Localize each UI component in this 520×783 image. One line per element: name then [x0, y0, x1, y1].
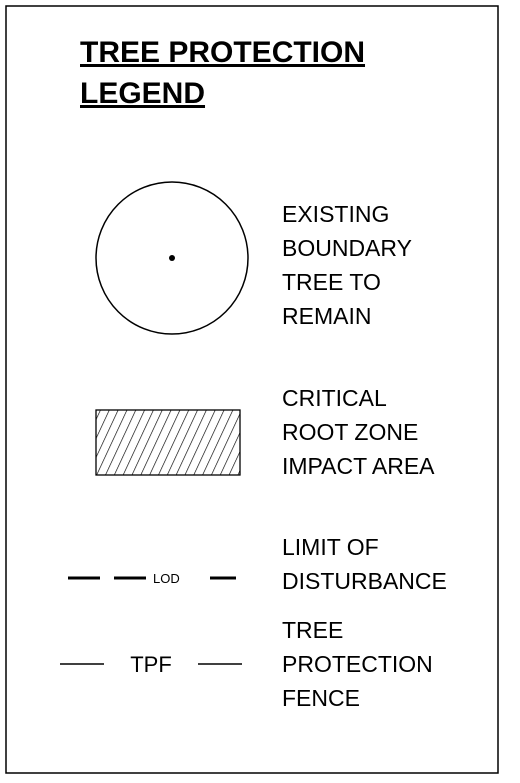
frame: [5, 5, 499, 774]
item-label: EXISTING: [282, 201, 389, 227]
tree-symbol: [95, 181, 249, 335]
item-label: ROOT ZONE: [282, 419, 418, 445]
item-label: PROTECTION: [282, 651, 433, 677]
item-label: IMPACT AREA: [282, 453, 435, 479]
tree-center: [169, 255, 175, 261]
title-line: TREE PROTECTION: [80, 36, 365, 69]
item-label: TREE: [282, 617, 343, 643]
item-label: LIMIT OF: [282, 534, 379, 560]
item-label: BOUNDARY: [282, 235, 412, 261]
item-label: TREE TO: [282, 269, 381, 295]
symbol-text: LOD: [153, 571, 180, 586]
item-label: FENCE: [282, 685, 360, 711]
labels: EXISTING BOUNDARY TREE TO REMAIN CRITICAL ROO…: [282, 201, 447, 711]
title-line: LEGEND: [80, 77, 205, 110]
item-label: REMAIN: [282, 303, 371, 329]
item-label: DISTURBANCE: [282, 568, 447, 594]
symbol-text: TPF: [130, 652, 172, 677]
item-label: CRITICAL: [282, 385, 387, 411]
hatch-symbol: [95, 409, 241, 476]
